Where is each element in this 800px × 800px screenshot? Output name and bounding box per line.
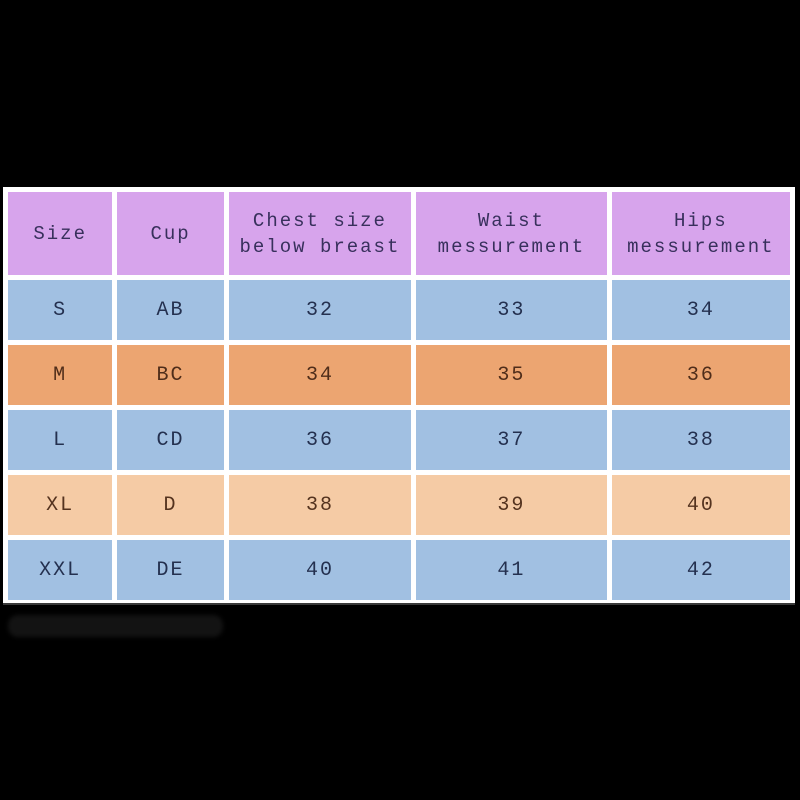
table-row-s: S AB 32 33 34: [8, 280, 790, 340]
cell-size: XXL: [8, 540, 113, 600]
cell-size: S: [8, 280, 113, 340]
cell-waist: 39: [416, 475, 607, 535]
cell-cup: CD: [117, 410, 224, 470]
col-header-size: Size: [8, 192, 113, 275]
size-chart-panel: Size Cup Chest size below breast Waist m…: [3, 187, 795, 605]
faint-watermark: [8, 615, 223, 637]
bottom-letterbox: [0, 605, 800, 800]
cell-hips: 36: [611, 345, 790, 405]
header-row: Size Cup Chest size below breast Waist m…: [8, 192, 790, 275]
col-header-waist: Waist messurement: [416, 192, 607, 275]
col-header-hips: Hips messurement: [611, 192, 790, 275]
cell-hips: 38: [611, 410, 790, 470]
table-row-l: L CD 36 37 38: [8, 410, 790, 470]
cell-hips: 42: [611, 540, 790, 600]
cell-chest: 34: [228, 345, 412, 405]
col-header-cup: Cup: [117, 192, 224, 275]
cell-cup: DE: [117, 540, 224, 600]
cell-waist: 33: [416, 280, 607, 340]
cell-cup: D: [117, 475, 224, 535]
cell-chest: 32: [228, 280, 412, 340]
col-header-chest: Chest size below breast: [228, 192, 412, 275]
cell-size: M: [8, 345, 113, 405]
cell-chest: 36: [228, 410, 412, 470]
cell-waist: 41: [416, 540, 607, 600]
cell-cup: AB: [117, 280, 224, 340]
cell-hips: 34: [611, 280, 790, 340]
cell-waist: 35: [416, 345, 607, 405]
cell-size: XL: [8, 475, 113, 535]
cell-size: L: [8, 410, 113, 470]
cell-hips: 40: [611, 475, 790, 535]
cell-chest: 40: [228, 540, 412, 600]
cell-waist: 37: [416, 410, 607, 470]
top-letterbox: [0, 0, 800, 187]
cell-chest: 38: [228, 475, 412, 535]
cell-cup: BC: [117, 345, 224, 405]
table-row-xxl: XXL DE 40 41 42: [8, 540, 790, 600]
size-chart-table: Size Cup Chest size below breast Waist m…: [3, 187, 795, 605]
table-row-xl: XL D 38 39 40: [8, 475, 790, 535]
table-row-m: M BC 34 35 36: [8, 345, 790, 405]
